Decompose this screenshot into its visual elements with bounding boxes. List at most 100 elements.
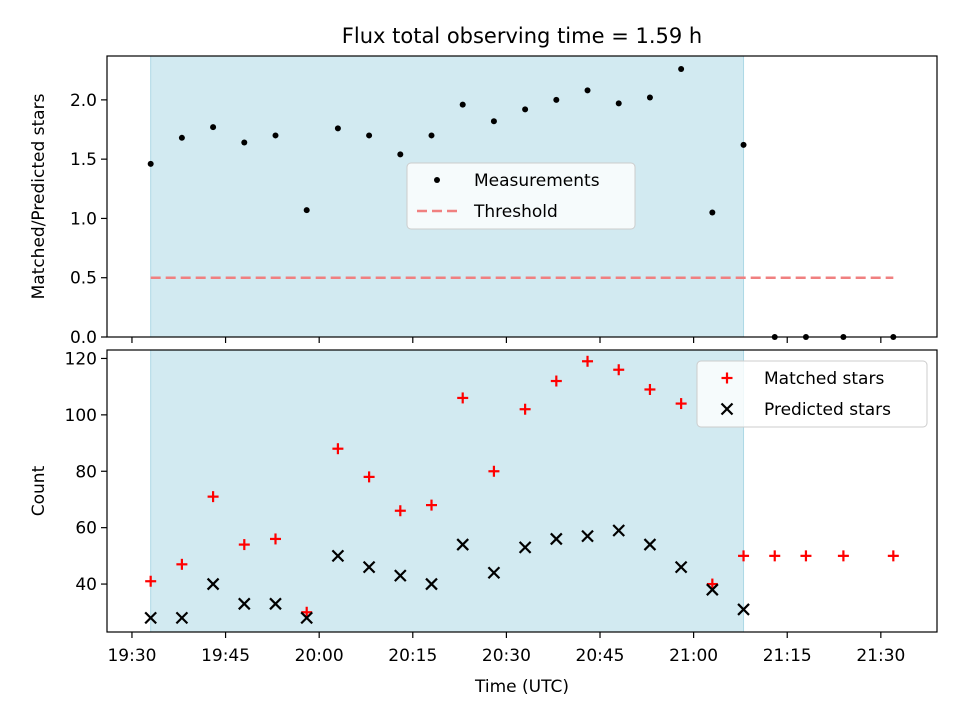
predicted-star-point [456,538,469,551]
predicted-star-point [425,577,438,591]
matched-star-point [238,539,250,551]
observing-interval-shade [150,349,745,633]
y-axis-label: Matched/Predicted stars [29,93,49,299]
matched-star-point [457,392,469,404]
legend-label: Threshold [473,202,558,222]
legend-label: Matched stars [764,369,884,389]
measurement-point [178,134,185,141]
y-tick-label: 60 [75,519,97,539]
predicted-star-point [144,611,157,625]
axes-frame [106,55,938,338]
predicted-star-point [487,566,501,580]
matched-star-point [394,505,406,517]
matched-star-point [738,550,750,562]
predicted-star-point [643,538,657,551]
matched-star-point [519,403,531,415]
y-tick-label: 80 [75,462,97,482]
matched-star-point [769,550,781,562]
predicted-star-point [206,577,220,591]
x-tick-label: 21:00 [669,646,718,666]
y-tick-label: 100 [65,406,97,426]
measurement-point [522,106,529,113]
measurement-point [584,87,591,94]
legend-box [406,162,636,230]
matched-star-point [332,443,344,455]
legend-label: Predicted stars [764,400,891,420]
axes-frame [106,349,938,633]
measurement-point [334,125,341,132]
predicted-star-point [238,597,251,611]
matched-star-point [706,578,718,590]
y-tick-label: 40 [75,575,97,595]
y-axis-label: Count [29,465,49,516]
x-tick-label: 20:45 [576,646,625,666]
measurement-point [397,151,404,158]
legend-box [696,360,928,428]
matched-star-point [363,471,375,483]
y-tick-label: 0.5 [70,269,97,289]
measurement-point [615,100,622,107]
chart-title: Flux total observing time = 1.59 h [342,24,702,48]
predicted-star-point [612,524,626,537]
legend-swatch [720,402,734,416]
y-tick-label: 1.5 [70,150,97,170]
matched-star-point [675,398,687,410]
matched-star-point [837,550,849,562]
measurement-point [241,139,248,146]
measurement-point [366,132,373,139]
measurement-point [428,132,435,139]
matched-star-point [582,355,594,367]
x-tick-label: 20:00 [295,646,344,666]
y-tick-label: 1.0 [70,209,97,229]
predicted-star-point [300,611,313,625]
measurement-point [459,101,466,108]
predicted-star-point [518,541,532,554]
measurement-point [678,66,685,73]
measurement-point [272,132,279,139]
measurement-point [303,207,310,214]
measurement-point [147,160,154,167]
matched-star-point [550,375,562,387]
matched-star-point [269,533,281,545]
predicted-star-point [269,597,282,611]
y-tick-label: 0.0 [70,328,97,348]
x-tick-label: 20:30 [482,646,531,666]
legend: Measurements Threshold [406,162,636,230]
predicted-star-point [362,560,376,574]
predicted-star-point [737,603,750,616]
predicted-star-point [706,583,719,596]
x-tick-label: 21:30 [856,646,905,666]
measurement-point [553,96,560,103]
matched-star-point [301,606,313,618]
x-tick-label: 19:45 [201,646,250,666]
y-tick-label: 2.0 [70,91,97,111]
x-tick-label: 20:15 [388,646,437,666]
measurement-point [490,118,497,125]
legend-swatch [721,372,733,384]
predicted-star-point [581,529,594,543]
matched-star-point [613,364,625,376]
legend: Matched stars Predicted stars [696,360,928,428]
measurement-point [646,94,653,101]
matched-star-point [176,558,188,570]
predicted-star-point [331,549,345,563]
measurement-point [210,124,217,131]
x-tick-label: 19:30 [107,646,156,666]
matched-star-point [887,550,899,562]
matched-star-point [488,465,500,477]
predicted-star-point [550,532,563,546]
predicted-star-point [175,611,189,625]
matched-star-point [644,383,656,395]
matched-star-point [207,491,219,503]
panel-ratio: 0.0 0.5 1.0 1.5 2.0 Matched/Predicted stars Me… [29,55,938,348]
predicted-star-point [674,560,688,574]
x-tick-label: 21:15 [763,646,812,666]
matched-star-point [426,499,438,511]
panel-counts: 40 60 80 100 120 19:30 19:45 20:00 20:15 20:30 20:… [29,349,938,666]
x-axis-label: Time (UTC) [474,677,569,697]
predicted-star-point [394,569,407,582]
y-tick-label: 120 [65,349,97,369]
matched-star-point [145,575,157,587]
legend-swatch [434,177,440,183]
